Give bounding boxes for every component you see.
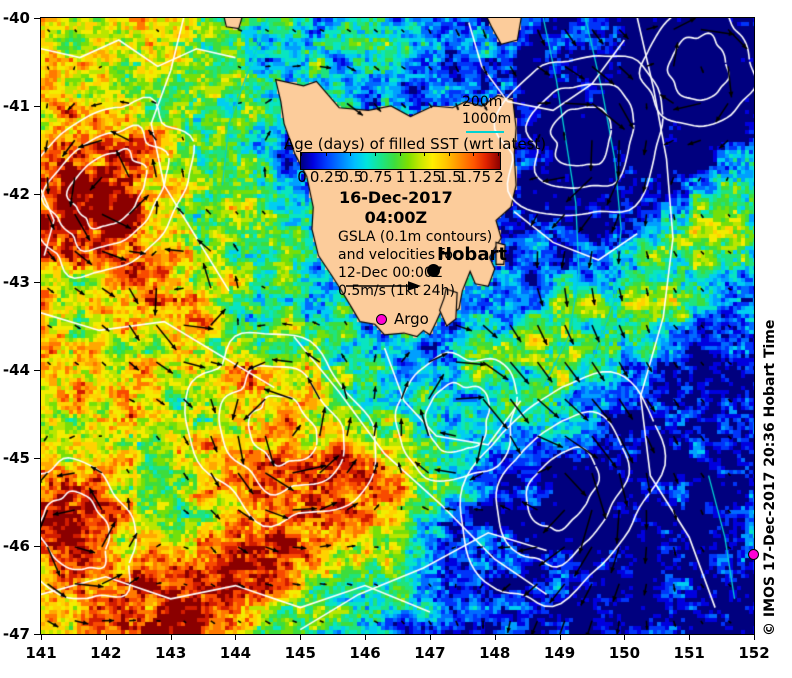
colorbar-tick-label: 0.25 [309, 168, 344, 186]
x-tick-mark [689, 634, 691, 640]
colorbar-tick-label: 2 [494, 168, 504, 186]
colorbar-tick-label: 0.75 [359, 168, 393, 186]
x-tick-mark [300, 634, 302, 640]
x-tick-label: 147 [414, 644, 446, 662]
x-tick-label: 145 [284, 644, 316, 662]
contours-and-velocity-overlay [41, 18, 754, 634]
colorbar-tick-mark [374, 152, 376, 156]
hobart-label: Hobart [437, 244, 507, 265]
x-tick-label: 144 [219, 644, 252, 662]
x-tick-mark [429, 634, 431, 640]
argo-label: Argo [394, 310, 429, 328]
bathymetry-legend: 200m 1000m [462, 94, 511, 128]
x-tick-mark [624, 634, 626, 640]
colorbar-tick-mark [301, 152, 302, 156]
reference-velocity-arrow-icon [346, 281, 421, 291]
colorbar-tick-mark [350, 152, 352, 156]
colorbar-tick-label: 0 [297, 168, 307, 186]
x-tick-label: 148 [479, 644, 511, 662]
colorbar-tick-label: 0.5 [339, 168, 364, 186]
y-tick-mark [34, 458, 40, 459]
y-tick-label: -43 [2, 273, 30, 291]
y-tick-mark [34, 546, 40, 547]
y-tick-label: -41 [2, 97, 30, 115]
x-tick-label: 143 [154, 644, 187, 662]
y-tick-label: -47 [2, 625, 30, 643]
y-tick-mark [34, 634, 40, 635]
y-tick-label: -44 [2, 361, 30, 379]
colorbar-tick-mark [424, 152, 426, 156]
argo-marker-dot[interactable] [376, 314, 387, 325]
y-tick-mark [34, 370, 40, 371]
x-tick-mark [41, 634, 42, 640]
x-tick-label: 141 [25, 644, 57, 662]
x-tick-mark [235, 634, 237, 640]
colorbar-tick-mark [448, 152, 450, 156]
title-date: 16-Dec-2017 [339, 188, 453, 207]
x-tick-mark [559, 634, 561, 640]
x-tick-label: 146 [349, 644, 381, 662]
hobart-marker-dot [427, 264, 440, 277]
x-tick-mark [365, 634, 367, 640]
x-tick-label: 150 [608, 644, 641, 662]
map-plot-area[interactable] [40, 17, 755, 635]
colorbar-title: Age (days) of filled SST (wrt latest) [284, 135, 547, 153]
colorbar-tick-label: 1.5 [437, 168, 462, 186]
y-tick-label: -45 [2, 449, 30, 467]
bathy-1000m-label: 1000m [462, 111, 512, 127]
colorbar-tick-label: 1 [395, 168, 406, 186]
date-time-title: 16-Dec-2017 04:00Z [339, 188, 453, 228]
argo-marker-dot[interactable] [748, 549, 759, 560]
gsla-line-2: and velocities for [338, 247, 459, 263]
x-tick-label: 142 [90, 644, 122, 662]
gsla-description-block: GSLA (0.1m contours) and velocities for … [338, 228, 492, 300]
gsla-line-1: GSLA (0.1m contours) [338, 229, 493, 245]
y-tick-label: -40 [2, 9, 30, 27]
gsla-line-4: 0.5m/s (1kt 24h) [338, 283, 455, 299]
copyright-credit: © IMOS 17-Dec-2017 20:36 Hobart Time [762, 319, 778, 636]
gsla-line-3: 12-Dec 00:00Z [338, 265, 443, 281]
bathy-200m-label: 200m [462, 94, 503, 110]
colorbar-tick-label: 1.25 [408, 168, 442, 186]
x-tick-label: 151 [673, 644, 705, 662]
x-tick-mark [494, 634, 496, 640]
colorbar-tick-mark [325, 152, 327, 156]
y-tick-mark [34, 194, 40, 195]
y-tick-mark [34, 106, 40, 107]
x-tick-mark [170, 634, 172, 640]
y-tick-mark [34, 18, 40, 19]
x-tick-mark [754, 634, 755, 640]
y-tick-label: -46 [2, 537, 30, 555]
y-tick-label: -42 [2, 185, 30, 203]
colorbar-tick-mark [498, 152, 499, 156]
colorbar-tick-mark [399, 152, 401, 156]
colorbar-tick-mark [473, 152, 475, 156]
x-tick-mark [105, 634, 107, 640]
colorbar-tick-label: 1.75 [457, 168, 492, 186]
colorbar-tick-labels: 0 0.25 0.5 0.75 1 1.25 1.5 1.75 2 [296, 168, 506, 186]
colorbar-gradient [300, 152, 501, 170]
bathymetry-color-swatch [466, 131, 504, 133]
y-tick-mark [34, 282, 40, 283]
x-tick-label: 152 [738, 644, 770, 662]
x-tick-label: 149 [543, 644, 576, 662]
title-time: 04:00Z [364, 208, 428, 227]
